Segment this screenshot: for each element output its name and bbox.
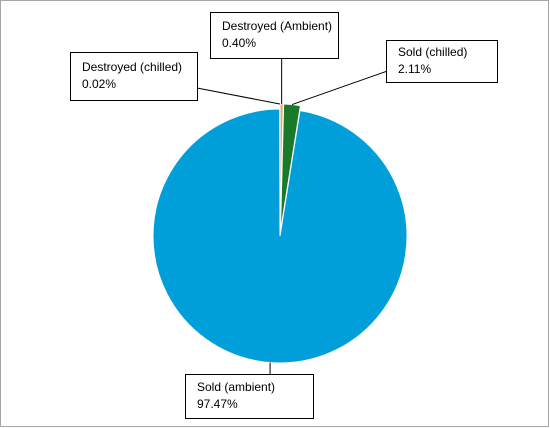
value-label: 2.11%: [398, 62, 431, 76]
label-box: [185, 374, 314, 419]
leader-line: [196, 87, 281, 105]
value-label: 0.02%: [82, 77, 116, 91]
pie-slice: [152, 108, 408, 364]
slice-label: Sold (ambient): [197, 380, 275, 394]
value-label: 97.47%: [197, 397, 238, 411]
slice-label: Destroyed (chilled): [82, 60, 182, 74]
label-box: [386, 40, 498, 83]
value-label: 0.40%: [222, 36, 256, 50]
slice-label: Destroyed (Ambient): [222, 19, 332, 33]
label-box: [70, 52, 198, 101]
leader-line: [291, 71, 387, 106]
label-box: [210, 12, 339, 59]
slice-label: Sold (chilled): [398, 45, 467, 59]
